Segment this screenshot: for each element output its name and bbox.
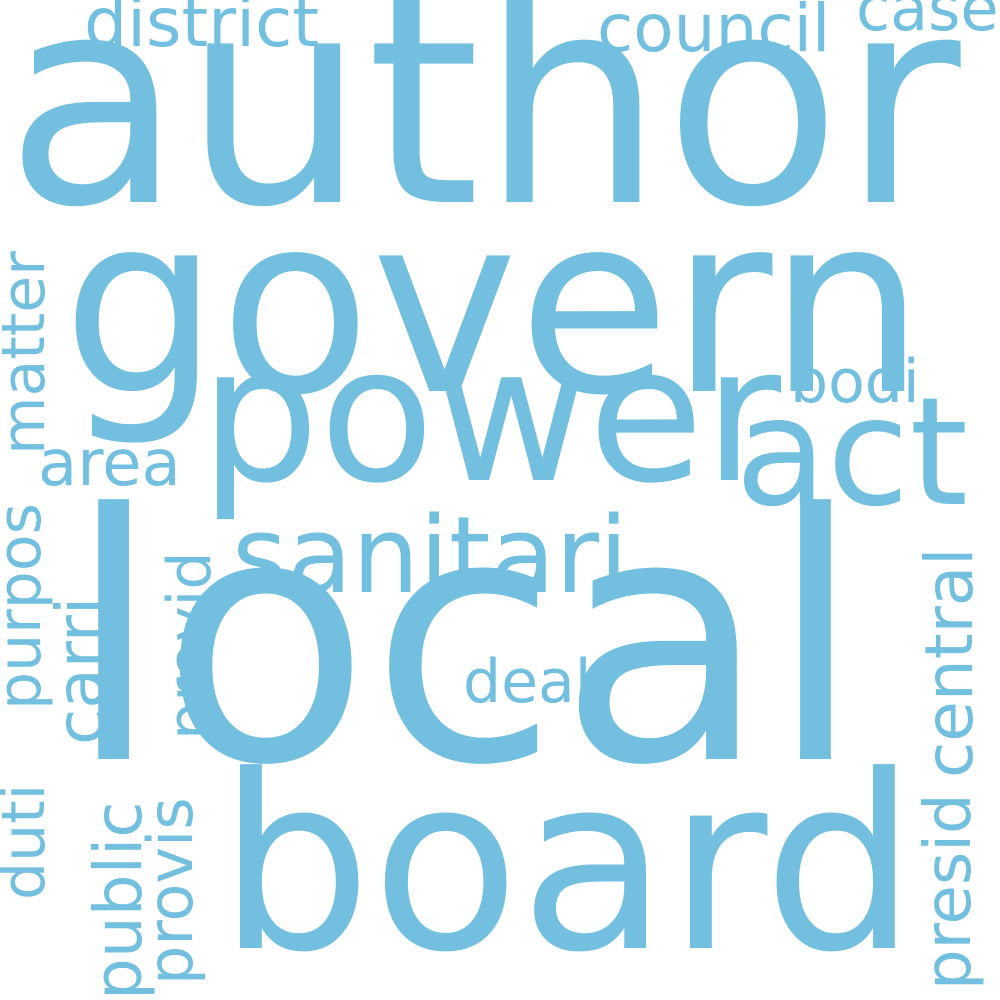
word-act: act [735,366,969,540]
word-provis: provis [134,797,207,985]
word-board: board [218,724,917,1000]
word-bodi: bodi [790,347,920,417]
word-matter: matter [0,251,59,455]
word-carri: carri [42,596,119,745]
word-council: council [597,0,831,67]
word-duti: duti [0,783,59,900]
word-power: power [200,306,782,525]
word-central: central [911,547,988,778]
word-district: district [84,0,320,63]
word-sanitari: sanitari [232,494,629,617]
word-govern: govern [62,162,926,450]
word-local: local [66,442,863,840]
word-presid: presid [912,793,986,990]
word-deal: deal [463,647,592,717]
word-provid: provid [155,551,225,740]
word-area: area [38,427,181,501]
word-case: case [856,0,999,45]
word-author: author [5,0,961,271]
